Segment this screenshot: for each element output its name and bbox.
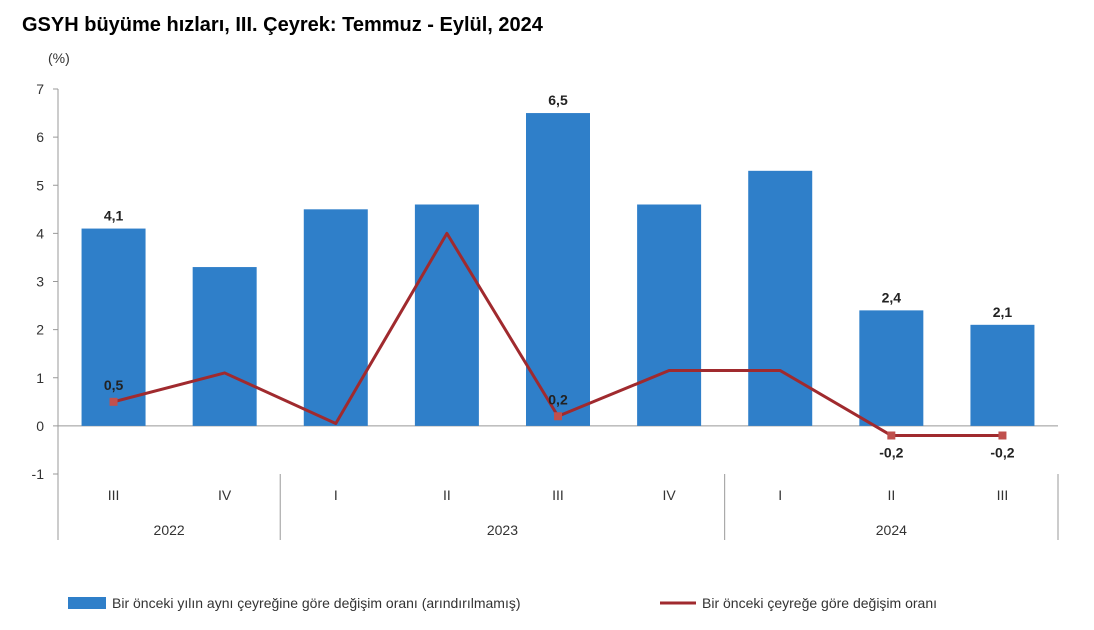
- y-tick-label: 2: [36, 322, 44, 338]
- y-tick-label: 3: [36, 274, 44, 290]
- bar: [192, 267, 257, 426]
- legend: Bir önceki yılın aynı çeyreğine göre değ…: [68, 595, 937, 611]
- bar: [748, 170, 813, 426]
- y-tick-label: 6: [36, 129, 44, 145]
- line-data-label: -0,2: [879, 445, 903, 461]
- bar: [414, 204, 479, 426]
- legend-bar-swatch: [68, 597, 106, 609]
- line-data-label: 0,5: [104, 377, 124, 393]
- bar: [859, 310, 924, 426]
- y-tick-label: 1: [36, 370, 44, 386]
- line-point-marker: [109, 397, 118, 406]
- x-category-label: IV: [218, 487, 232, 503]
- data-labels-group: 4,1 6,5 2,4 2,1 0,5 0,2 -0,2 -0,2: [104, 92, 1015, 460]
- y-axis-unit-label: (%): [48, 50, 70, 66]
- x-category-label: IV: [662, 487, 676, 503]
- bar: [303, 209, 368, 426]
- bar-data-label: 6,5: [548, 92, 568, 108]
- legend-line-label: Bir önceki çeyreğe göre değişim oranı: [702, 595, 937, 611]
- x-category-label: III: [108, 487, 120, 503]
- legend-bar-label: Bir önceki yılın aynı çeyreğine göre değ…: [112, 595, 521, 611]
- line-data-label: -0,2: [990, 445, 1014, 461]
- bar: [526, 113, 590, 426]
- y-tick-label: 5: [36, 177, 44, 193]
- bar: [637, 204, 702, 426]
- line-point-marker: [554, 412, 562, 421]
- bar-data-label: 2,1: [993, 304, 1013, 320]
- chart-title: GSYH büyüme hızları, III. Çeyrek: Temmuz…: [22, 14, 543, 36]
- x-category-label: III: [997, 487, 1009, 503]
- bar: [970, 324, 1035, 426]
- line-point-marker: [887, 431, 896, 440]
- bar-data-label: 4,1: [104, 208, 124, 224]
- x-category-label: I: [334, 487, 338, 503]
- x-group-label: 2024: [876, 522, 907, 538]
- x-group-label: 2022: [154, 522, 185, 538]
- line-point-marker: [998, 431, 1007, 440]
- x-group-label: 2023: [487, 522, 518, 538]
- bar: [81, 228, 146, 426]
- x-category-label: II: [887, 487, 895, 503]
- x-category-label: I: [778, 487, 782, 503]
- bar-data-label: 2,4: [882, 289, 902, 305]
- line-data-label: 0,2: [548, 391, 568, 407]
- x-category-label: II: [443, 487, 451, 503]
- bars-group: [81, 113, 1035, 426]
- y-tick-label: 7: [36, 81, 44, 97]
- y-tick-label: 4: [36, 225, 44, 241]
- y-tick-label: -1: [32, 466, 45, 482]
- x-category-label: III: [552, 487, 564, 503]
- y-tick-label: 0: [36, 418, 44, 434]
- line-group: [109, 231, 1007, 440]
